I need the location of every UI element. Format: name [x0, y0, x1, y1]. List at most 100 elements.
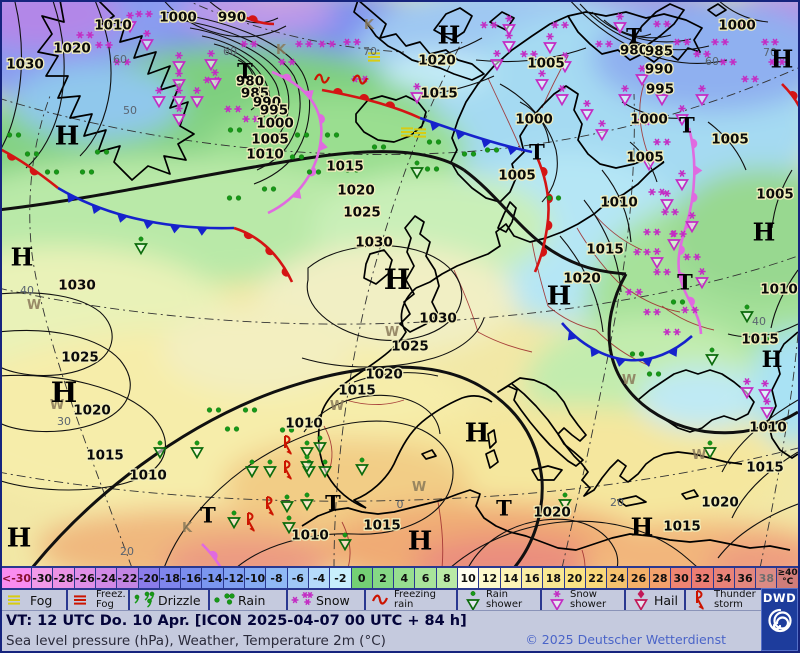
hail-icon	[634, 590, 648, 610]
graticule	[2, 2, 798, 566]
wx-symbol-sn2	[95, 41, 113, 49]
temp-scale-cell: 30	[670, 568, 692, 588]
svg-text:60: 60	[705, 55, 719, 68]
wx-symbol-fz	[313, 73, 331, 84]
wx-symbol-rs	[558, 492, 572, 512]
svg-text:1020: 1020	[418, 53, 456, 69]
wx-symbol-sn2	[595, 40, 613, 48]
thunderstorm-icon	[696, 590, 704, 610]
wx-symbol-sn2	[135, 10, 153, 18]
temp-scale-cell: 10	[457, 568, 479, 588]
wx-symbol-r2	[424, 166, 440, 172]
weather-map: 70706060605040302040200WWWWWWWKKK1030102…	[2, 2, 798, 566]
svg-text:1015: 1015	[420, 86, 458, 102]
wx-symbol-ss	[667, 230, 681, 252]
svg-text:70: 70	[763, 46, 777, 59]
wx-symbol-rs	[355, 457, 369, 477]
coastlines	[37, 2, 798, 551]
high-center: H	[631, 513, 654, 542]
wx-symbol-ss	[172, 87, 186, 109]
temp-scale-cell: <-30	[2, 568, 32, 588]
temp-scale-cell: -4	[307, 568, 330, 588]
temp-scale-cell: 34	[712, 568, 734, 588]
svg-text:60: 60	[223, 45, 237, 58]
wx-symbol-ss	[758, 380, 772, 402]
legend-label: Fog	[30, 592, 53, 608]
svg-text:1010: 1010	[94, 18, 132, 34]
svg-text:60: 60	[113, 53, 127, 66]
temp-scale-cell: 2	[371, 568, 394, 588]
snow-icon	[291, 591, 314, 606]
wx-symbol-rs	[703, 440, 717, 460]
svg-text:1010: 1010	[246, 147, 284, 163]
wx-symbol-sn2	[633, 248, 651, 256]
wx-symbol-sn2	[653, 138, 671, 146]
wx-symbol-r2	[261, 186, 277, 192]
warm-front	[321, 88, 421, 120]
copyright: © 2025 Deutscher Wetterdienst	[525, 632, 726, 647]
dwd-logo: DWD	[761, 588, 798, 651]
wx-symbol-ss	[613, 13, 627, 35]
wx-symbol-sn2	[278, 58, 296, 66]
wx-symbol-r2	[24, 151, 40, 157]
wx-symbol-r2	[629, 351, 645, 357]
svg-text:W: W	[692, 448, 706, 463]
high-center: H	[438, 21, 461, 50]
temp-scale-cell: 20	[563, 568, 585, 588]
legend-item-thunderstorm: Thunder storm	[686, 590, 761, 610]
svg-text:1005: 1005	[498, 168, 536, 184]
svg-text:1010: 1010	[749, 420, 787, 436]
temp-scale-cell: -12	[222, 568, 245, 588]
svg-text:1010: 1010	[285, 416, 323, 432]
wx-symbol-ss	[740, 378, 754, 400]
legend-label: Rain shower	[486, 590, 523, 610]
chart-subtitle: Sea level pressure (hPa), Weather, Tempe…	[6, 633, 386, 649]
svg-text:1015: 1015	[663, 519, 701, 535]
wx-symbol-ss	[502, 15, 516, 37]
svg-text:1005: 1005	[251, 132, 289, 148]
wx-symbol-sn2	[551, 21, 569, 29]
wx-symbol-sn2	[643, 308, 661, 316]
svg-text:1000: 1000	[256, 116, 294, 132]
wx-symbol-r2	[646, 371, 662, 377]
svg-text:50: 50	[123, 104, 137, 117]
wx-symbol-ss	[172, 70, 186, 92]
temp-scale-cell: -26	[73, 568, 95, 588]
high-center: H	[762, 347, 783, 373]
warm-front	[533, 156, 553, 273]
temp-scale-cell: -14	[201, 568, 223, 588]
svg-text:1025: 1025	[61, 350, 99, 366]
high-center: H	[408, 526, 433, 556]
svg-text:985: 985	[645, 44, 673, 60]
svg-text:1020: 1020	[701, 495, 739, 511]
wx-symbol-sn2	[693, 50, 711, 58]
wx-symbol-r2	[546, 195, 562, 201]
wx-symbol-rs	[338, 532, 352, 552]
freezing-fog-icon	[74, 595, 86, 605]
svg-text:W: W	[27, 298, 41, 313]
wx-symbol-r2	[206, 407, 222, 413]
wx-symbol-sn2	[240, 40, 258, 48]
svg-text:995: 995	[260, 103, 288, 119]
wx-symbol-sn2	[224, 105, 242, 113]
high-center: H	[547, 281, 572, 311]
wx-symbol-rs	[280, 494, 294, 514]
wx-symbol-ss	[618, 85, 632, 107]
low-center: T	[677, 270, 693, 295]
svg-text:40: 40	[752, 315, 766, 328]
temp-scale-cell: -30	[31, 568, 53, 588]
wx-symbol-rs	[300, 440, 314, 460]
wx-symbol-sn2	[711, 38, 729, 46]
high-center: H	[51, 376, 77, 409]
svg-text:1015: 1015	[338, 383, 376, 399]
svg-text:W: W	[412, 480, 426, 495]
wx-symbol-rs	[740, 304, 754, 324]
wx-symbol-ss	[555, 85, 569, 107]
wx-symbol-r2	[306, 169, 322, 175]
legend-label: Freezing rain	[394, 590, 436, 610]
svg-text:W: W	[330, 399, 344, 414]
temp-scale-cell: 16	[520, 568, 543, 588]
wx-symbol-sn2	[625, 288, 643, 296]
